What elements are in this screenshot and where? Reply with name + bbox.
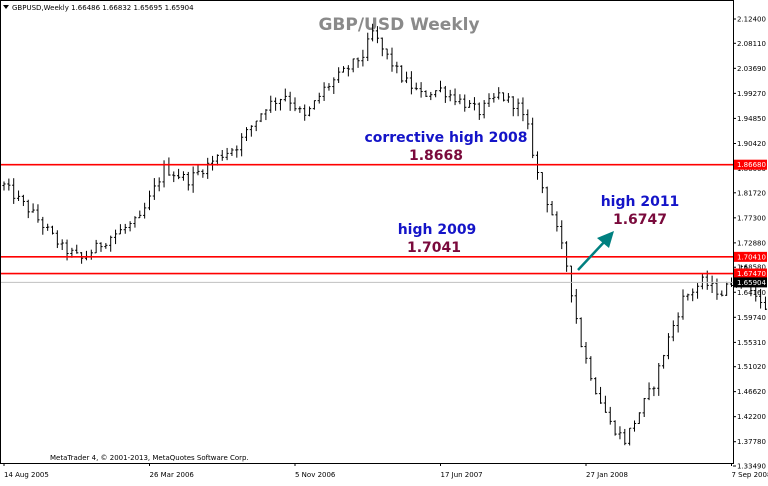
- candle: [764, 297, 767, 310]
- y-tick-label: 1.59740: [737, 314, 766, 322]
- y-tick-label: 1.51020: [737, 363, 766, 371]
- price-tag-label: 1.70410: [737, 253, 766, 261]
- y-tick-label: 1.37780: [737, 438, 766, 446]
- price-tag: 1.65904: [734, 277, 767, 287]
- x-tick-label: 27 Jan 2008: [586, 471, 628, 479]
- y-tick-label: 1.81720: [737, 189, 766, 197]
- y-tick-label: 1.55310: [737, 339, 766, 347]
- y-tick-label: 1.33490: [737, 463, 766, 471]
- price-tag-label: 1.65904: [737, 279, 766, 287]
- x-tick-label: 5 Nov 2006: [295, 471, 336, 479]
- y-tick-label: 1.90420: [737, 140, 766, 148]
- price-tag: 1.86680: [734, 160, 767, 170]
- annotation-label: high 2009: [398, 222, 477, 238]
- plot-area: [1, 1, 734, 464]
- annotation-label: high 2011: [601, 194, 680, 210]
- price-tag: 1.67470: [734, 269, 767, 279]
- y-tick-label: 2.03690: [737, 65, 766, 73]
- symbol-caption: GBPUSD,Weekly 1.66486 1.66832 1.65695 1.…: [3, 4, 194, 12]
- price-tag-label: 1.67470: [737, 270, 766, 278]
- price-tag: 1.70410: [734, 252, 767, 262]
- symbol-caption-text: GBPUSD,Weekly 1.66486 1.66832 1.65695 1.…: [12, 4, 194, 12]
- x-axis: 14 Aug 2005 26 Mar 2006 5 Nov 2006 17 Jun 2…: [4, 463, 768, 479]
- annotation-value: 1.8668: [409, 148, 463, 164]
- x-tick-label: 26 Mar 2006: [150, 471, 195, 479]
- y-tick-label: 1.42200: [737, 413, 766, 421]
- annotation-label: corrective high 2008: [364, 130, 527, 146]
- y-tick-label: 1.77300: [737, 214, 766, 222]
- y-tick-label: 2.08110: [737, 40, 766, 48]
- y-tick-label: 2.12400: [737, 16, 766, 24]
- x-tick-label: 17 Jun 2007: [441, 471, 483, 479]
- y-tick-label: 1.46620: [737, 388, 766, 396]
- annotation-value: 1.7041: [407, 240, 461, 256]
- y-tick-label: 1.64160: [737, 289, 766, 297]
- y-tick-label: 1.94850: [737, 115, 766, 123]
- annotation-value: 1.6747: [613, 212, 667, 228]
- y-axis: 2.12400 2.08110 2.03690 1.99270 1.94850 1.904…: [733, 16, 766, 471]
- chart-title: GBP/USD Weekly: [318, 15, 479, 35]
- price-tag-label: 1.86680: [737, 161, 766, 169]
- x-tick-label: 7 Sep 2008: [732, 471, 768, 479]
- y-tick-label: 1.99270: [737, 90, 766, 98]
- copyright-note: MetaTrader 4, © 2001-2013, MetaQuotes So…: [50, 454, 249, 462]
- x-tick-label: 14 Aug 2005: [4, 471, 49, 479]
- y-tick-label: 1.72880: [737, 239, 766, 247]
